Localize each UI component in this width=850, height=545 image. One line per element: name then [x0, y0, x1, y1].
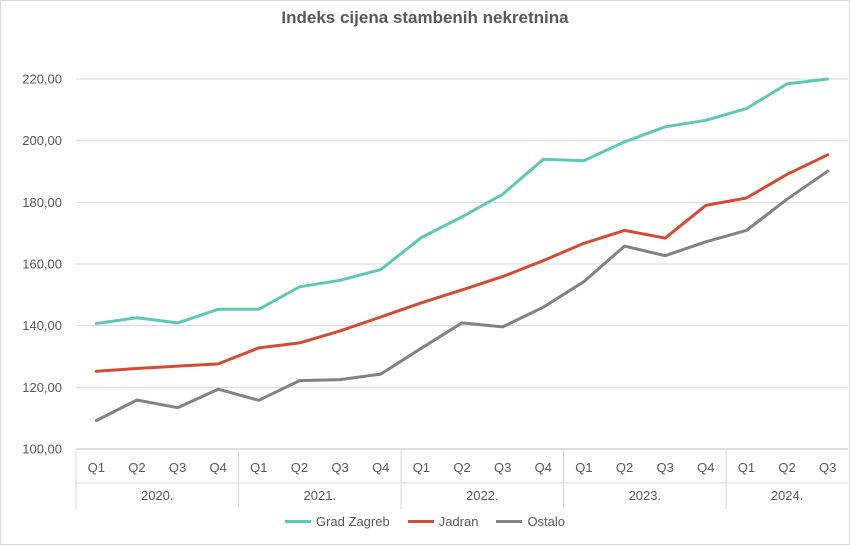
x-tick-label: Q2 — [778, 460, 795, 475]
x-tick-label: Q3 — [819, 460, 836, 475]
y-tick-label: 220,00 — [22, 72, 62, 87]
legend-label: Jadran — [438, 514, 479, 529]
x-tick-label: Q4 — [372, 460, 389, 475]
x-tick-label: Q4 — [210, 460, 227, 475]
x-tick-label: Q2 — [616, 460, 633, 475]
series-line-jadran — [94, 153, 830, 373]
y-tick-label: 160,00 — [22, 257, 62, 272]
legend: Grad Zagreb Jadran Ostalo — [0, 514, 850, 529]
x-tick-label: Q4 — [697, 460, 714, 475]
legend-item: Grad Zagreb — [284, 514, 390, 529]
chart-title: Indeks cijena stambenih nekretnina — [281, 8, 569, 27]
x-tick-label: Q1 — [250, 460, 267, 475]
x-tick-label: Q1 — [413, 460, 430, 475]
x-tick-label: Q1 — [575, 460, 592, 475]
year-label: 2023. — [629, 488, 662, 503]
legend-item: Jadran — [407, 514, 479, 529]
x-tick-label: Q1 — [88, 460, 105, 475]
y-tick-label: 140,00 — [22, 318, 62, 333]
year-label: 2022. — [466, 488, 499, 503]
x-tick-label: Q1 — [738, 460, 755, 475]
x-tick-label: Q4 — [535, 460, 552, 475]
legend-swatch — [496, 520, 523, 523]
x-tick-label: Q2 — [291, 460, 308, 475]
x-tick-label: Q3 — [656, 460, 673, 475]
legend-label: Grad Zagreb — [315, 514, 390, 529]
legend-label: Ostalo — [527, 514, 566, 529]
x-tick-label: Q3 — [331, 460, 348, 475]
y-tick-label: 120,00 — [22, 380, 62, 395]
series-line-grad-zagreb — [94, 77, 830, 325]
year-label: 2021. — [304, 488, 337, 503]
y-tick-label: 200,00 — [22, 133, 62, 148]
x-tick-label: Q3 — [494, 460, 511, 475]
y-tick-label: 100,00 — [22, 442, 62, 457]
x-tick-label: Q2 — [453, 460, 470, 475]
legend-item: Ostalo — [496, 514, 565, 529]
year-label: 2020. — [141, 488, 174, 503]
year-label: 2024. — [771, 488, 804, 503]
legend-swatch — [407, 520, 434, 523]
series-line-ostalo — [94, 169, 830, 423]
x-tick-label: Q3 — [169, 460, 186, 475]
x-tick-label: Q2 — [128, 460, 145, 475]
y-tick-label: 180,00 — [22, 195, 62, 210]
legend-swatch — [284, 520, 311, 523]
